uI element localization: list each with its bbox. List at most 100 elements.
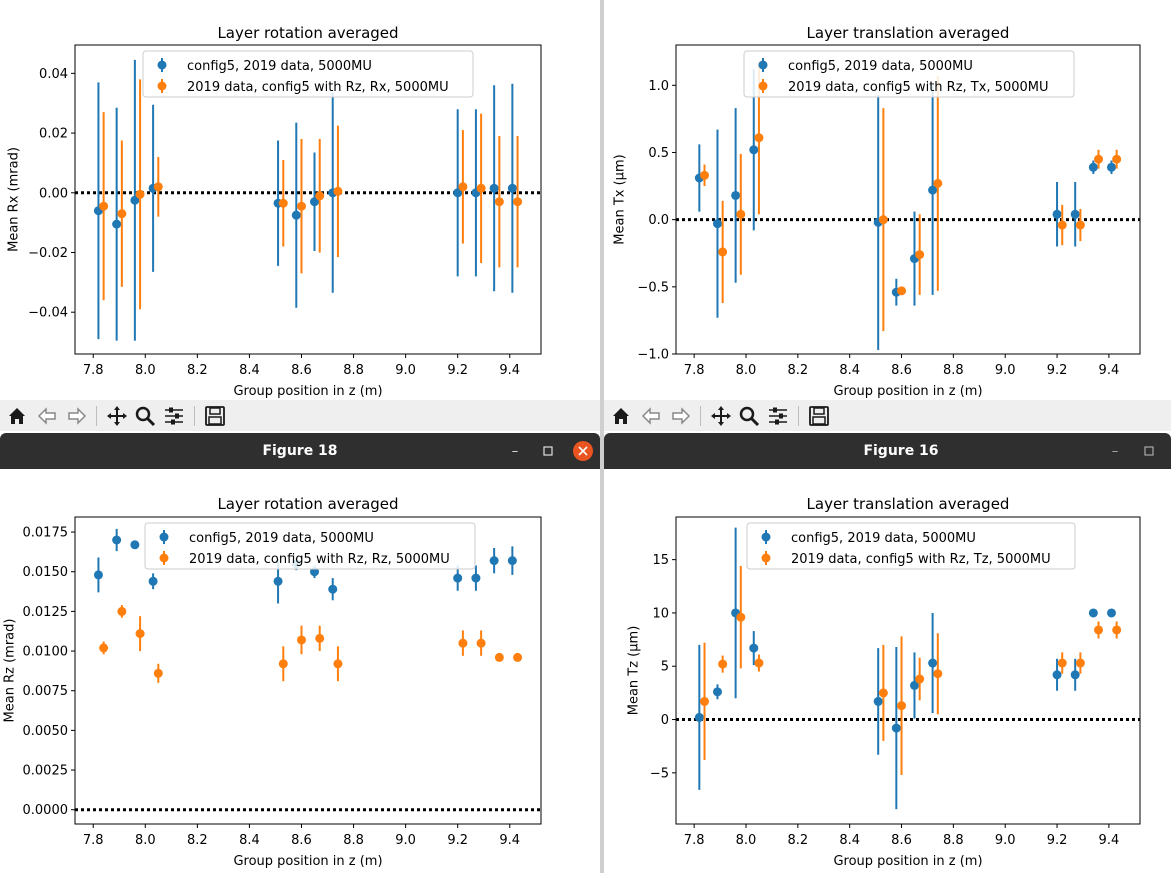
- data-point: [878, 215, 888, 225]
- data-point: [453, 573, 463, 583]
- window-titlebar-figure-18[interactable]: Figure 18 –: [0, 433, 600, 469]
- figure-pane-top-left: Layer rotation averaged 7.8 8.0 8.2 8.4 8.6 8.…: [0, 0, 600, 400]
- figure-pane-top-right: Layer translation averaged 7.8 8.0 8.2 8.4 8.…: [604, 0, 1171, 400]
- window-titlebar-figure-16[interactable]: Figure 16 –: [604, 433, 1171, 469]
- legend-marker: [157, 81, 167, 91]
- minimize-icon[interactable]: –: [1111, 443, 1119, 459]
- axes-frame: [675, 44, 1141, 355]
- close-icon[interactable]: [573, 441, 593, 461]
- toolbar-separator: [96, 406, 97, 426]
- y-tick-label: 0.5: [648, 146, 669, 161]
- forward-button[interactable]: [668, 403, 694, 429]
- data-point: [471, 573, 481, 583]
- data-point: [278, 198, 288, 208]
- data-point: [891, 723, 901, 733]
- data-point: [112, 219, 122, 229]
- pan-button[interactable]: [708, 403, 734, 429]
- minimize-icon[interactable]: –: [511, 443, 519, 459]
- x-tick-label: 8.4: [839, 833, 860, 848]
- data-point: [700, 696, 710, 706]
- x-tick-label: 7.8: [83, 363, 104, 378]
- x-tick-label: 8.0: [135, 363, 156, 378]
- back-button[interactable]: [34, 403, 60, 429]
- data-point: [700, 170, 710, 180]
- data-point: [494, 197, 504, 207]
- data-point: [915, 674, 925, 684]
- toolbar-separator: [194, 406, 195, 426]
- data-point: [458, 638, 468, 648]
- zoom-button[interactable]: [736, 403, 762, 429]
- legend-marker: [761, 532, 771, 542]
- y-tick-label: 0.02: [39, 127, 68, 142]
- data-point: [99, 201, 109, 211]
- maximize-icon[interactable]: [539, 442, 557, 460]
- maximize-icon[interactable]: [1140, 442, 1158, 460]
- x-axis-label: Group position in z (m): [233, 384, 382, 399]
- data-point: [117, 606, 127, 616]
- x-tick-label: 9.2: [447, 363, 468, 378]
- data-point: [507, 183, 517, 193]
- x-tick-label: 7.8: [83, 833, 104, 848]
- legend-label: 2019 data, config5 with Rz, Rz, 5000MU: [189, 552, 450, 567]
- forward-button[interactable]: [64, 403, 90, 429]
- x-tick-label: 8.0: [736, 833, 757, 848]
- save-button[interactable]: [202, 403, 228, 429]
- y-tick-label: 0.0050: [23, 724, 69, 739]
- data-point: [933, 178, 943, 188]
- toolbar-separator: [700, 406, 701, 426]
- legend-marker: [159, 553, 169, 563]
- data-point: [933, 669, 943, 679]
- back-button[interactable]: [638, 403, 664, 429]
- data-point: [718, 659, 728, 669]
- pan-icon: [107, 406, 127, 426]
- data-point: [878, 688, 888, 698]
- zoom-button[interactable]: [132, 403, 158, 429]
- data-point: [736, 209, 746, 219]
- y-tick-label: 0.0: [648, 213, 669, 228]
- data-point: [310, 197, 320, 207]
- home-button[interactable]: [4, 403, 30, 429]
- x-tick-label: 8.6: [291, 363, 312, 378]
- plot-rx: Layer rotation averaged 7.8 8.0 8.2 8.4 8.6 8.…: [7, 24, 542, 399]
- x-tick-label: 7.8: [684, 833, 705, 848]
- data-point: [458, 182, 468, 192]
- x-tick-label: 8.0: [135, 833, 156, 848]
- legend-marker: [758, 60, 768, 70]
- y-axis-label: Mean Rx (mrad): [7, 147, 22, 252]
- legend-box: [142, 50, 474, 98]
- legend: config5, 2019 data, 5000MU 2019 data, con…: [743, 50, 1075, 98]
- pan-icon: [711, 406, 731, 426]
- legend-label: config5, 2019 data, 5000MU: [788, 59, 973, 74]
- home-icon: [613, 408, 629, 424]
- data-point: [1052, 209, 1062, 219]
- data-point: [718, 247, 728, 257]
- y-tick-label: 0.0125: [23, 605, 69, 620]
- x-axis-label: Group position in z (m): [233, 854, 382, 869]
- legend: config5, 2019 data, 5000MU 2019 data, con…: [142, 50, 474, 98]
- y-tick-label: −0.04: [28, 306, 68, 321]
- data-point: [1094, 154, 1104, 164]
- pan-button[interactable]: [104, 403, 130, 429]
- save-button[interactable]: [806, 403, 832, 429]
- legend-box: [746, 522, 1076, 570]
- data-point: [315, 191, 325, 201]
- y-tick-label: 1.0: [648, 79, 669, 94]
- configure-subplots-button[interactable]: [765, 403, 791, 429]
- y-tick-label: 0.04: [39, 67, 68, 82]
- x-tick-label: 8.2: [787, 363, 808, 378]
- x-tick-label: 8.6: [891, 833, 912, 848]
- y-tick-label: 0.0100: [23, 645, 69, 660]
- configure-subplots-button[interactable]: [161, 403, 187, 429]
- home-button[interactable]: [608, 403, 634, 429]
- toolbar-left: [0, 400, 600, 431]
- legend-marker: [761, 553, 771, 563]
- x-tick-label: 8.8: [943, 363, 964, 378]
- data-point: [1094, 625, 1104, 635]
- x-tick-label: 9.2: [447, 833, 468, 848]
- plot-tx: Layer translation averaged 7.8 8.0 8.2 8.4 8.…: [613, 24, 1141, 399]
- y-tick-label: −5: [650, 766, 669, 781]
- data-point: [736, 612, 746, 622]
- data-point: [897, 286, 907, 296]
- data-point: [915, 250, 925, 260]
- data-point: [1106, 162, 1116, 172]
